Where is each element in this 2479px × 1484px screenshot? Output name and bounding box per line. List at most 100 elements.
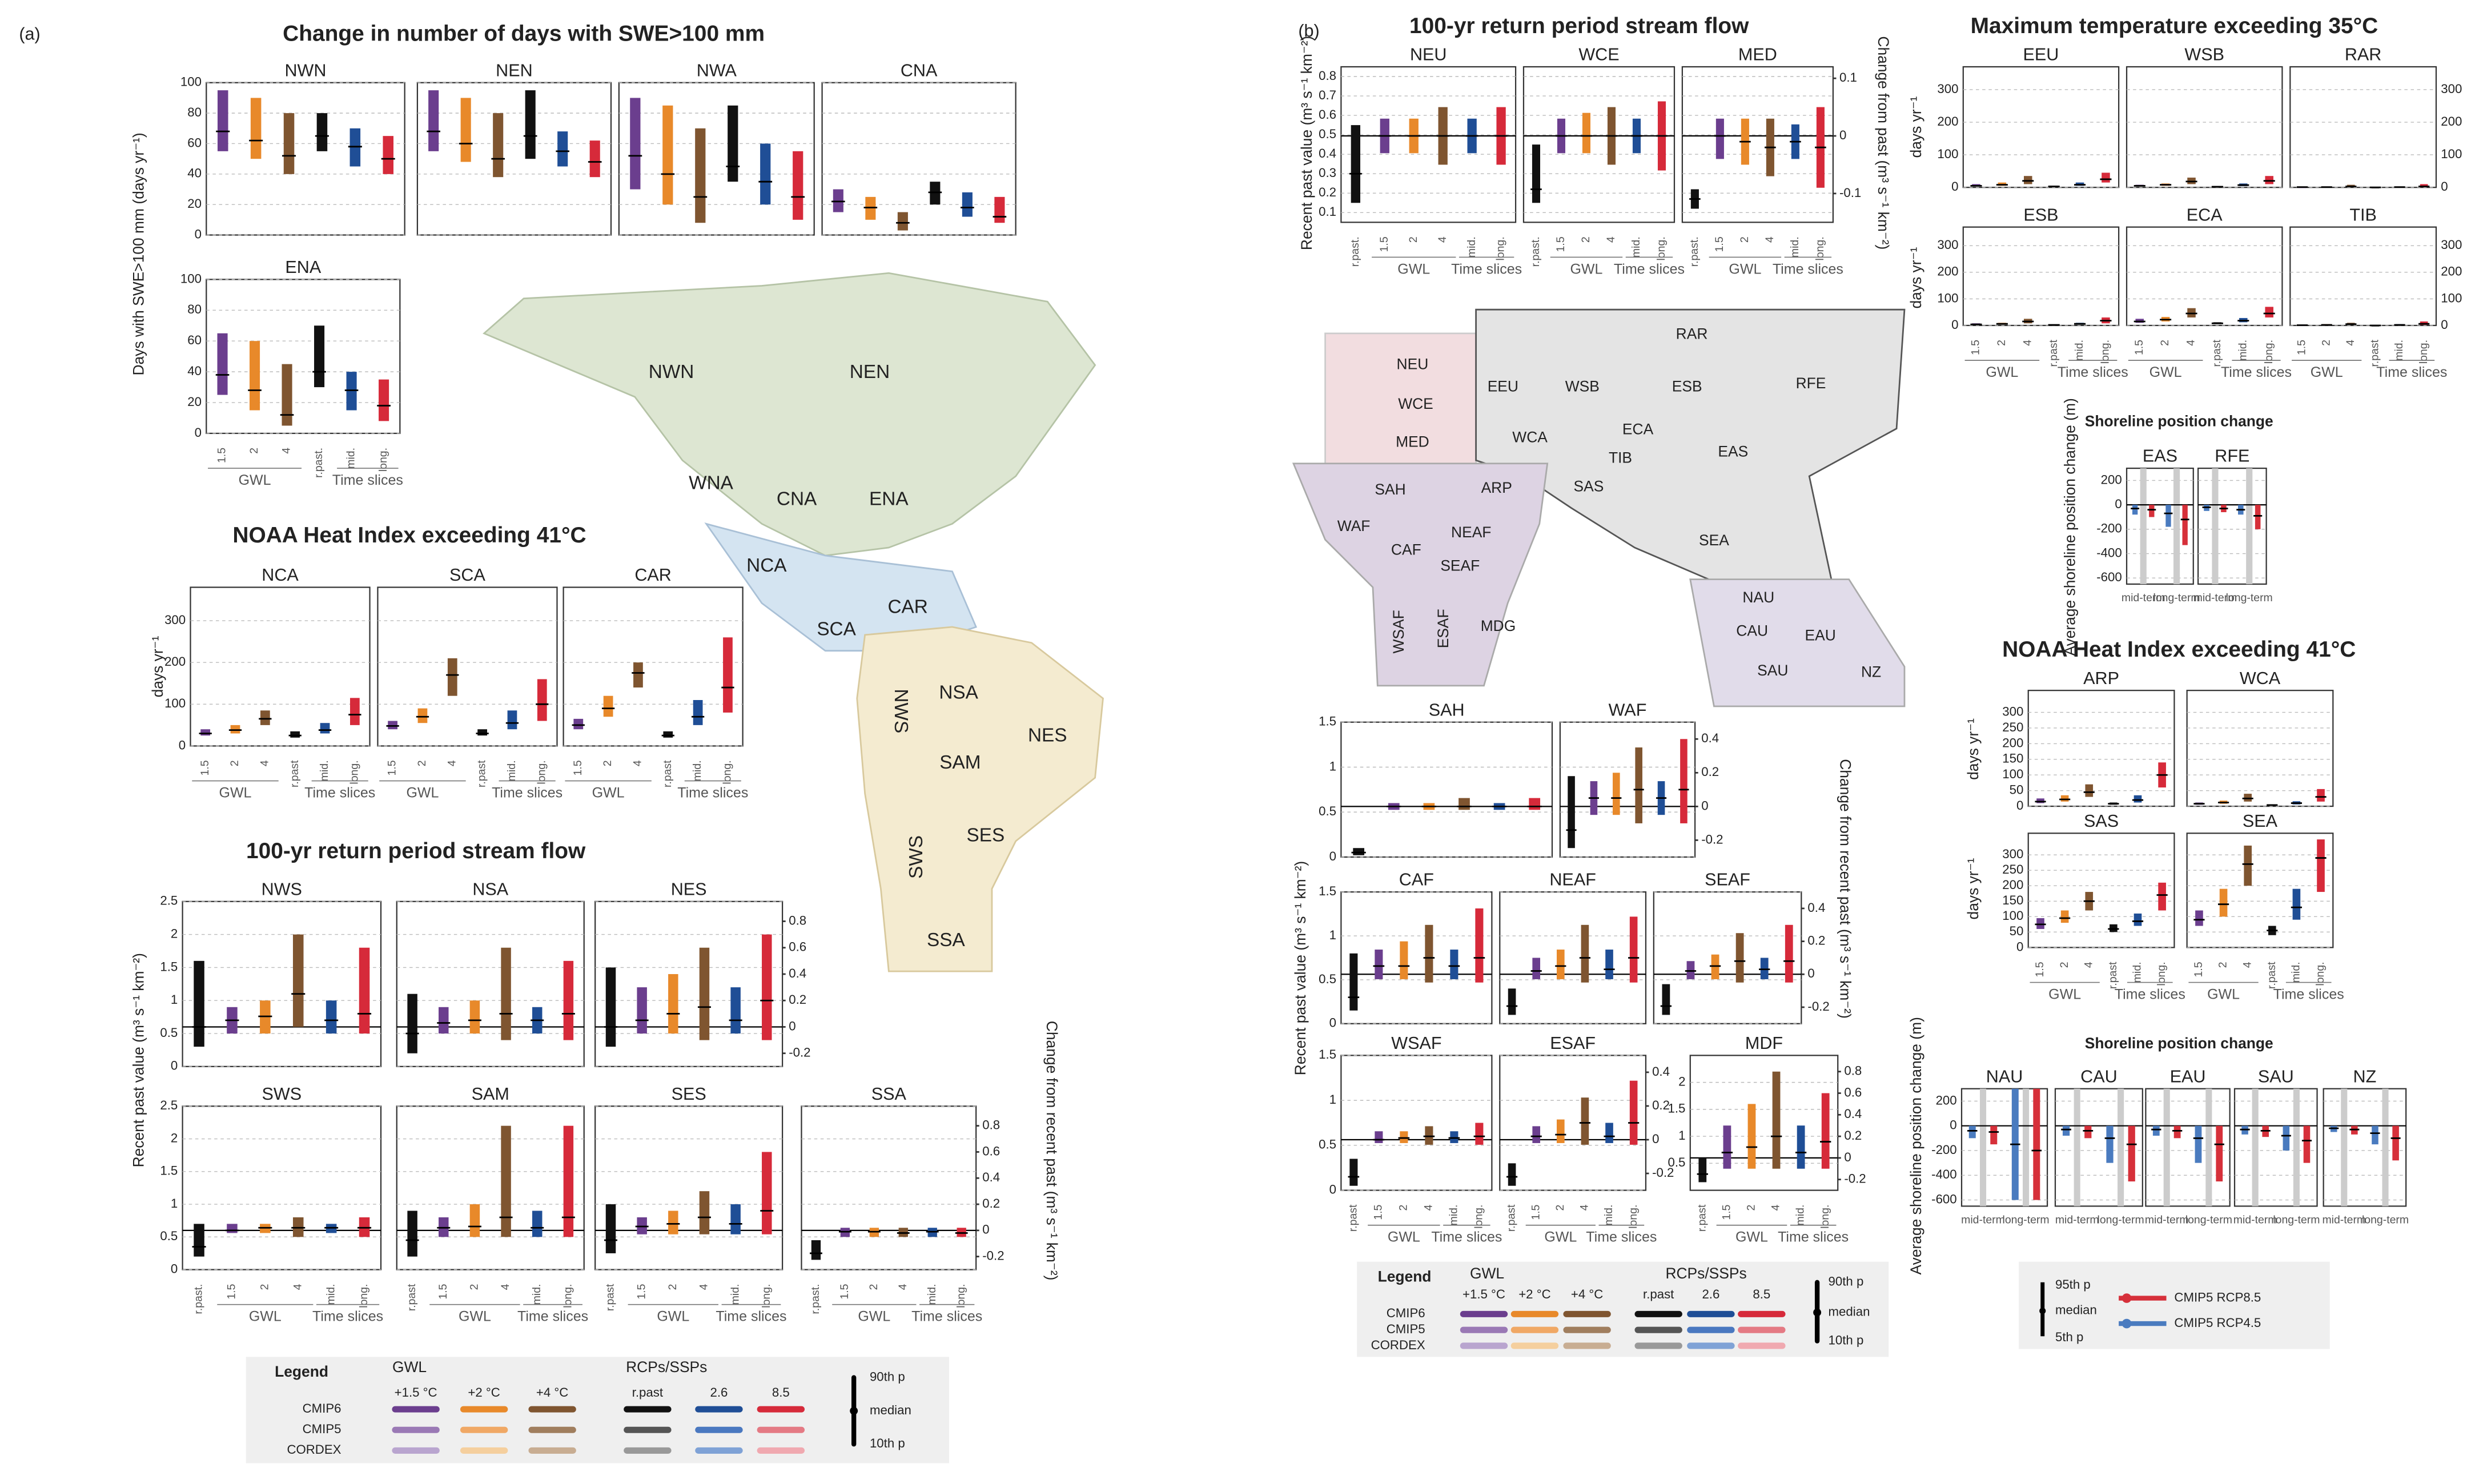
x-tick-label: 2	[1745, 1205, 1758, 1211]
range-bar	[2149, 505, 2155, 517]
range-bar	[525, 90, 536, 159]
x-tick-label: 4	[1605, 236, 1617, 243]
x-tick-label: 2	[468, 1284, 481, 1290]
y-tick-label: 0.5	[1319, 972, 1336, 986]
axis-label: days yr⁻¹	[1964, 858, 1982, 919]
legend-row-label: CMIP5	[303, 1422, 341, 1436]
x-tick-label: r.past.	[1349, 236, 1361, 267]
x-tick-label: 4	[1763, 236, 1776, 243]
y-tick-label: 0.5	[1319, 127, 1336, 141]
y-tick-label: 1.5	[160, 1164, 178, 1178]
legend-median-dot	[2039, 1308, 2046, 1314]
range-bar	[2106, 1125, 2114, 1163]
group-label: Time slices	[2221, 364, 2292, 380]
x-tick-label: long.	[348, 760, 361, 784]
y-tick-label: 0	[2016, 939, 2023, 954]
term-divider	[2293, 1088, 2300, 1206]
group-label: Time slices	[312, 1309, 383, 1325]
axis-label: Change from past (m³ s⁻¹ km⁻²)	[1875, 36, 1892, 250]
panel-frame	[1522, 66, 1676, 223]
y-tick-label: 300	[2002, 847, 2023, 861]
map-label: EAU	[1805, 627, 1836, 644]
panel-frame	[396, 900, 585, 1067]
panel-title: NWN	[284, 61, 326, 80]
x-tick-label: mid-term	[1961, 1214, 2005, 1226]
map-label: RAR	[1676, 325, 1708, 343]
y2-tick-label: 0.4	[1652, 1064, 1670, 1079]
term-divider	[2163, 1088, 2170, 1206]
heading: NOAA Heat Index exceeding 41°C	[232, 523, 586, 548]
y-tick-label: 150	[2002, 751, 2023, 766]
panel-frame	[2126, 467, 2194, 585]
y-tick-label: 80	[187, 105, 202, 119]
term-divider	[2140, 468, 2147, 584]
map-label: WAF	[1337, 517, 1371, 534]
panel-title: TIB	[2349, 205, 2377, 224]
panel-frame	[1960, 1088, 2048, 1207]
x-tick-label: 1.5	[1970, 340, 1982, 355]
x-tick-label: mid.	[531, 1284, 543, 1305]
y-tick-label: 0	[1951, 179, 1958, 194]
x-tick-label: long-term	[2362, 1214, 2409, 1226]
map-label: SAS	[1574, 477, 1604, 494]
panel-frame	[2027, 690, 2175, 807]
map-label: ESAF	[1435, 609, 1452, 648]
legend-gwl-title: GWL	[392, 1358, 427, 1376]
y-tick-label: 0	[1951, 317, 1958, 332]
panel-frame	[396, 1105, 585, 1270]
range-bar	[2084, 1125, 2092, 1139]
range-bar	[379, 379, 389, 421]
range-bar	[2195, 910, 2203, 926]
panel-title: RAR	[2345, 45, 2382, 65]
panel-title: EAU	[2170, 1067, 2206, 1086]
y-tick-label: 0.1	[1319, 204, 1336, 219]
x-tick-label: mid-term	[2322, 1214, 2366, 1226]
x-tick-label: long-term	[2003, 1214, 2050, 1226]
y-tick-label: -200	[1931, 1143, 1956, 1157]
range-bar	[1568, 776, 1575, 848]
x-tick-label: 4	[499, 1284, 512, 1290]
y-tick-label: 250	[2002, 720, 2023, 734]
legend-rcp-label: 8.5	[772, 1385, 790, 1399]
range-bar	[1556, 950, 1565, 979]
heading: 100-yr return period stream flow	[1409, 14, 1749, 38]
x-tick-label: mid.	[2131, 962, 2144, 983]
x-tick-label: mid.	[318, 760, 331, 781]
heading: Shoreline position change	[2085, 1035, 2273, 1052]
map-australia	[1689, 578, 1906, 707]
x-tick-label: 4	[280, 448, 293, 454]
range-bar	[1968, 1125, 1976, 1139]
y2-tick-label: 0.4	[1844, 1107, 1862, 1121]
y2-tick-label: 0.8	[789, 913, 806, 927]
range-bar	[1635, 747, 1642, 823]
range-bar	[668, 974, 678, 1034]
range-bar	[2244, 845, 2252, 886]
heading: 100-yr return period stream flow	[246, 839, 586, 863]
x-tick-label: 2	[1580, 236, 1592, 243]
range-bar	[1613, 773, 1620, 815]
term-divider	[2023, 1088, 2030, 1206]
range-bar	[316, 113, 328, 151]
range-bar	[563, 1125, 574, 1237]
range-bar	[260, 710, 270, 725]
x-tick-label: 1.5	[2192, 962, 2205, 977]
y-tick-label: 300	[2441, 82, 2462, 96]
range-bar	[762, 1152, 772, 1234]
range-bar	[194, 1224, 204, 1257]
x-tick-label: 4	[2241, 962, 2253, 968]
y-tick-label: 0	[1329, 1182, 1336, 1196]
y-tick-label: 0	[2115, 497, 2122, 511]
map-label: SCA	[817, 618, 856, 640]
y2-tick-label: 0.2	[1652, 1098, 1670, 1112]
y2-tick-label: 0.4	[1701, 731, 1719, 745]
x-tick-label: long-term	[2098, 1214, 2144, 1226]
x-tick-label: mid-term	[2122, 592, 2165, 604]
legend-p-label: 10th p	[870, 1436, 905, 1450]
range-bar	[217, 333, 228, 395]
y-tick-label: 150	[2002, 893, 2023, 907]
range-bar	[994, 196, 1005, 223]
range-bar	[200, 729, 211, 736]
range-bar	[250, 98, 262, 159]
x-tick-label: 1.5	[1713, 236, 1726, 252]
map-label: CAU	[1736, 622, 1768, 639]
